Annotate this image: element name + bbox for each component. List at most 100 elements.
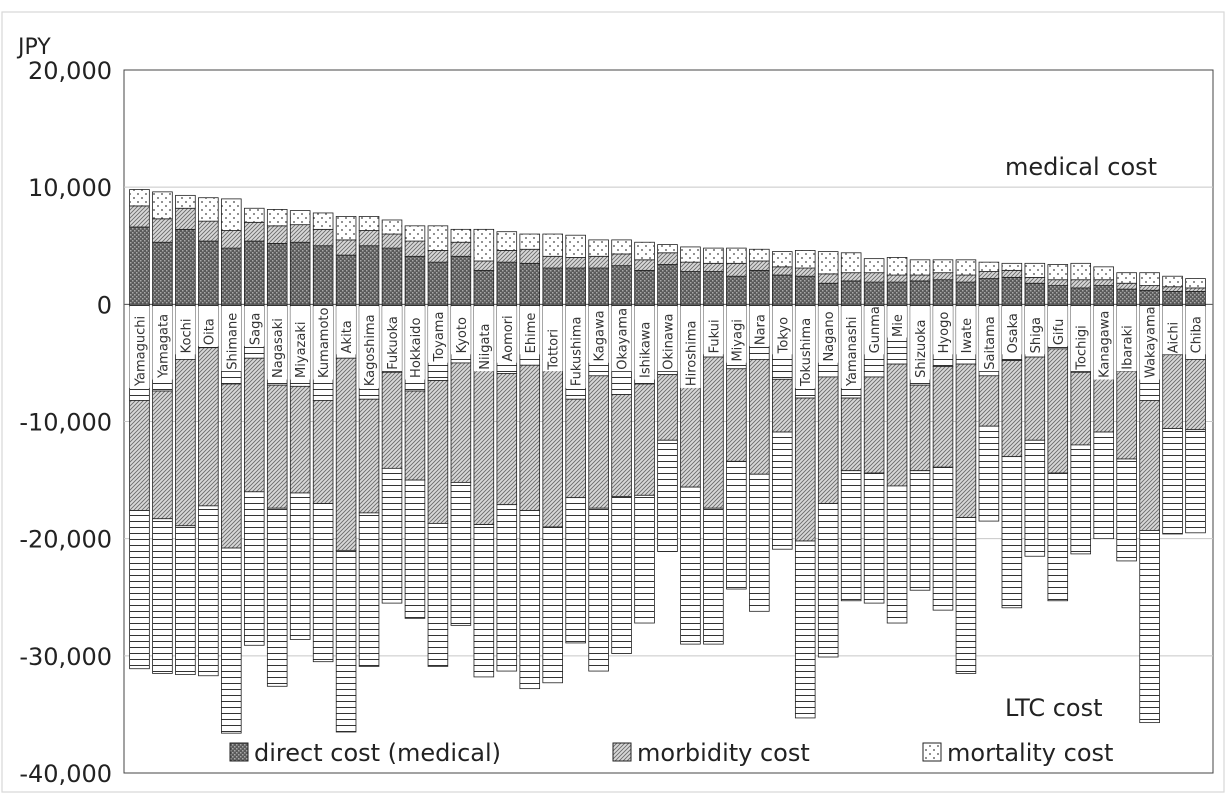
bar-medical-mortality	[312, 212, 334, 230]
bar-ltc-mortality	[404, 479, 426, 619]
bar-medical-direct	[1070, 287, 1092, 305]
category-label: Gifu	[1052, 319, 1067, 346]
bar-ltc-morbidity	[1047, 348, 1069, 474]
bar-medical-direct	[175, 228, 196, 305]
category-label-bg	[359, 306, 379, 388]
category-label: Kanagawa	[1098, 311, 1113, 378]
bar-ltc-mortality	[1139, 530, 1160, 724]
bar-medical-mortality	[243, 207, 265, 223]
bar-ltc-mortality	[450, 482, 472, 626]
category-label-bg	[405, 306, 425, 380]
category-label-bg	[473, 306, 494, 372]
bar-ltc-mortality	[1024, 439, 1046, 557]
legend-label-morbidity: morbidity cost	[637, 739, 810, 767]
bar-medical-direct	[198, 240, 219, 305]
y-tick-label: 0	[97, 291, 112, 319]
bar-medical-morbidity	[129, 205, 150, 228]
bar-ltc-mortality	[817, 503, 839, 658]
category-label-bg	[772, 306, 793, 355]
category-label: Chiba	[1190, 316, 1205, 353]
category-label-bg	[680, 306, 701, 388]
bar-medical-direct	[1139, 289, 1160, 305]
bar-ltc-mortality	[611, 496, 632, 654]
bar-medical-mortality	[932, 259, 954, 274]
legend-label-mortality: mortality cost	[947, 739, 1113, 767]
bar-ltc-mortality	[381, 467, 403, 604]
bar-medical-morbidity	[542, 255, 563, 269]
bar-ltc-mortality	[634, 494, 655, 624]
bar-medical-morbidity	[657, 252, 678, 265]
bar-ltc-mortality	[266, 507, 288, 687]
category-label-bg	[1047, 306, 1068, 346]
bar-ltc-mortality	[289, 492, 311, 640]
bar-medical-direct	[358, 245, 380, 305]
category-label-bg	[565, 306, 586, 388]
category-label: Tottori	[547, 329, 562, 371]
bar-medical-direct	[817, 282, 839, 305]
category-label-bg	[1116, 306, 1137, 372]
category-label: Oita	[202, 318, 217, 345]
bar-medical-morbidity	[1001, 269, 1023, 278]
category-label: Ishikawa	[639, 322, 654, 378]
bar-medical-direct	[565, 267, 586, 305]
bar-ltc-mortality	[1001, 456, 1023, 609]
bar-medical-morbidity	[243, 221, 265, 242]
bar-ltc-mortality	[1185, 429, 1206, 534]
bar-medical-morbidity	[1047, 279, 1069, 286]
bar-ltc-morbidity	[496, 373, 518, 506]
bar-medical-mortality	[542, 233, 563, 257]
bar-medical-morbidity	[840, 272, 862, 282]
bar-ltc-mortality	[1047, 472, 1069, 602]
bar-medical-morbidity	[358, 230, 380, 247]
bar-ltc-morbidity	[634, 383, 655, 496]
bar-ltc-mortality	[221, 547, 242, 734]
bar-medical-direct	[129, 226, 150, 305]
category-label-bg	[910, 306, 930, 380]
bar-ltc-morbidity	[588, 375, 609, 509]
bar-medical-morbidity	[565, 257, 586, 269]
bar-medical-direct	[1162, 291, 1183, 305]
bar-medical-morbidity	[1070, 279, 1092, 289]
category-label-bg	[382, 306, 402, 372]
bar-ltc-morbidity	[1162, 354, 1183, 429]
bar-ltc-mortality	[312, 503, 334, 663]
bar-medical-direct	[1024, 282, 1046, 305]
bar-medical-morbidity	[496, 250, 518, 263]
bar-medical-mortality	[772, 251, 793, 268]
bar-ltc-morbidity	[1024, 356, 1046, 441]
bar-ltc-morbidity	[473, 360, 495, 526]
bar-medical-mortality	[611, 239, 632, 255]
bar-medical-mortality	[680, 246, 701, 263]
bar-medical-morbidity	[1162, 286, 1183, 292]
bar-ltc-morbidity	[703, 356, 724, 509]
bar-medical-mortality	[749, 248, 770, 262]
bar-ltc-mortality	[1116, 458, 1137, 562]
category-label-bg	[588, 306, 609, 363]
category-label-bg	[657, 306, 678, 372]
bar-ltc-mortality	[703, 507, 724, 645]
bar-ltc-mortality	[427, 523, 449, 667]
bar-medical-direct	[1116, 288, 1137, 305]
category-label: Aichi	[1167, 322, 1182, 354]
bar-medical-direct	[772, 274, 793, 305]
bar-medical-mortality	[565, 234, 586, 258]
bar-ltc-mortality	[1070, 444, 1092, 555]
category-label-bg	[933, 306, 953, 355]
bar-ltc-morbidity	[381, 371, 403, 469]
category-label-bg	[1093, 306, 1114, 380]
category-label: Kagawa	[593, 310, 608, 361]
bar-medical-mortality	[1162, 275, 1183, 288]
bar-ltc-mortality	[588, 507, 609, 672]
bar-medical-morbidity	[335, 239, 357, 256]
category-label: Miyazaki	[294, 322, 309, 378]
bar-medical-mortality	[129, 189, 150, 207]
category-label: Nagasaki	[271, 318, 286, 378]
bar-medical-morbidity	[519, 248, 541, 264]
bar-ltc-mortality	[955, 517, 977, 674]
bar-medical-morbidity	[1116, 282, 1137, 290]
y-tick-label: -40,000	[19, 760, 112, 788]
bar-ltc-mortality	[565, 497, 586, 644]
category-label: Kyoto	[455, 317, 470, 353]
category-label-bg	[1139, 306, 1160, 380]
